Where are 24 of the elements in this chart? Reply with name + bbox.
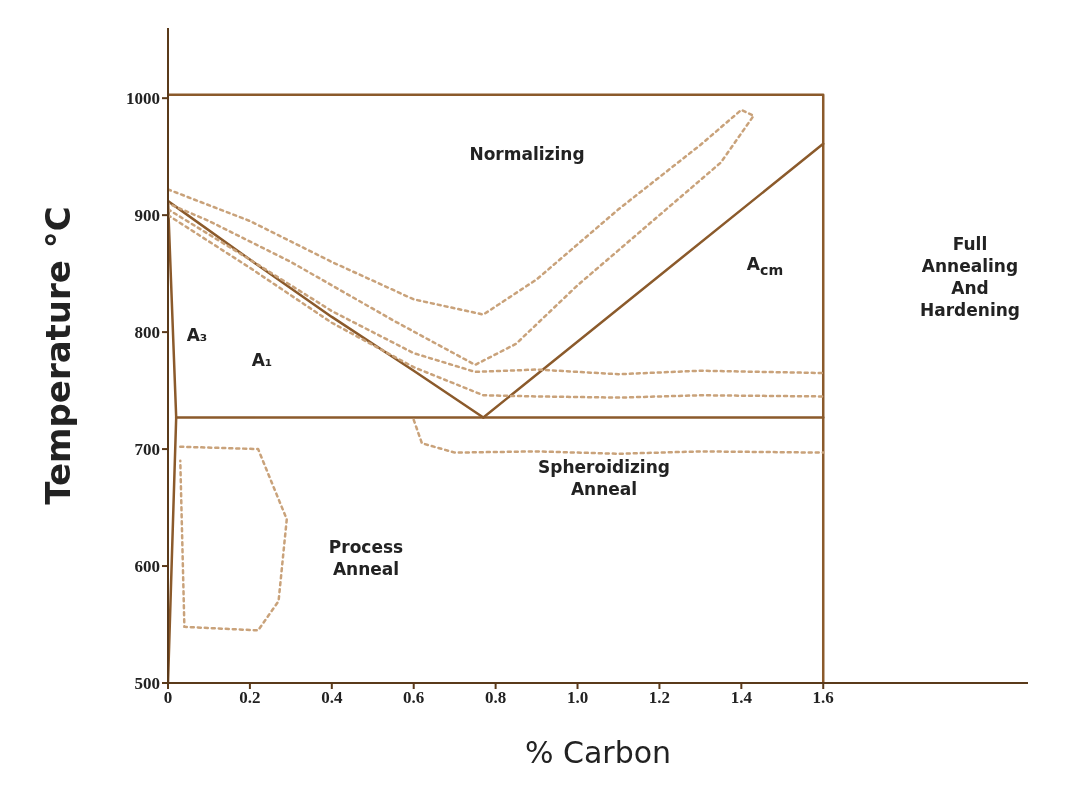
- x-tick-label: 1.6: [812, 688, 834, 708]
- annotation: Normalizing: [469, 143, 585, 165]
- annotation: A$_{cm}$: [746, 253, 784, 280]
- y-tick-label: 500: [134, 674, 160, 694]
- x-tick-label: 0: [163, 688, 173, 708]
- y-tick-label: 700: [134, 440, 160, 460]
- x-tick-label: 1.4: [730, 688, 753, 708]
- y-tick-label: 1000: [126, 89, 160, 109]
- x-tick-label: 0.6: [403, 688, 425, 708]
- annotation: A₁: [251, 349, 273, 371]
- x-axis-title: % Carbon: [524, 735, 672, 770]
- annotation: A₃: [186, 324, 208, 346]
- y-tick-label: 600: [134, 557, 160, 577]
- annotation: Spheroidizing Anneal: [538, 456, 670, 500]
- y-tick-label: 900: [134, 206, 160, 226]
- y-tick-label: 800: [134, 323, 160, 343]
- x-tick-label: 0.8: [484, 688, 507, 708]
- x-tick-label: 0.2: [239, 688, 261, 708]
- x-tick-label: 1.0: [566, 688, 589, 708]
- x-tick-label: 1.2: [648, 688, 671, 708]
- x-tick-label: 0.4: [321, 688, 343, 708]
- annotation: Full Annealing And Hardening: [920, 233, 1020, 321]
- y-axis-title: Temperature °C: [38, 206, 79, 505]
- annotation: Process Anneal: [328, 536, 404, 580]
